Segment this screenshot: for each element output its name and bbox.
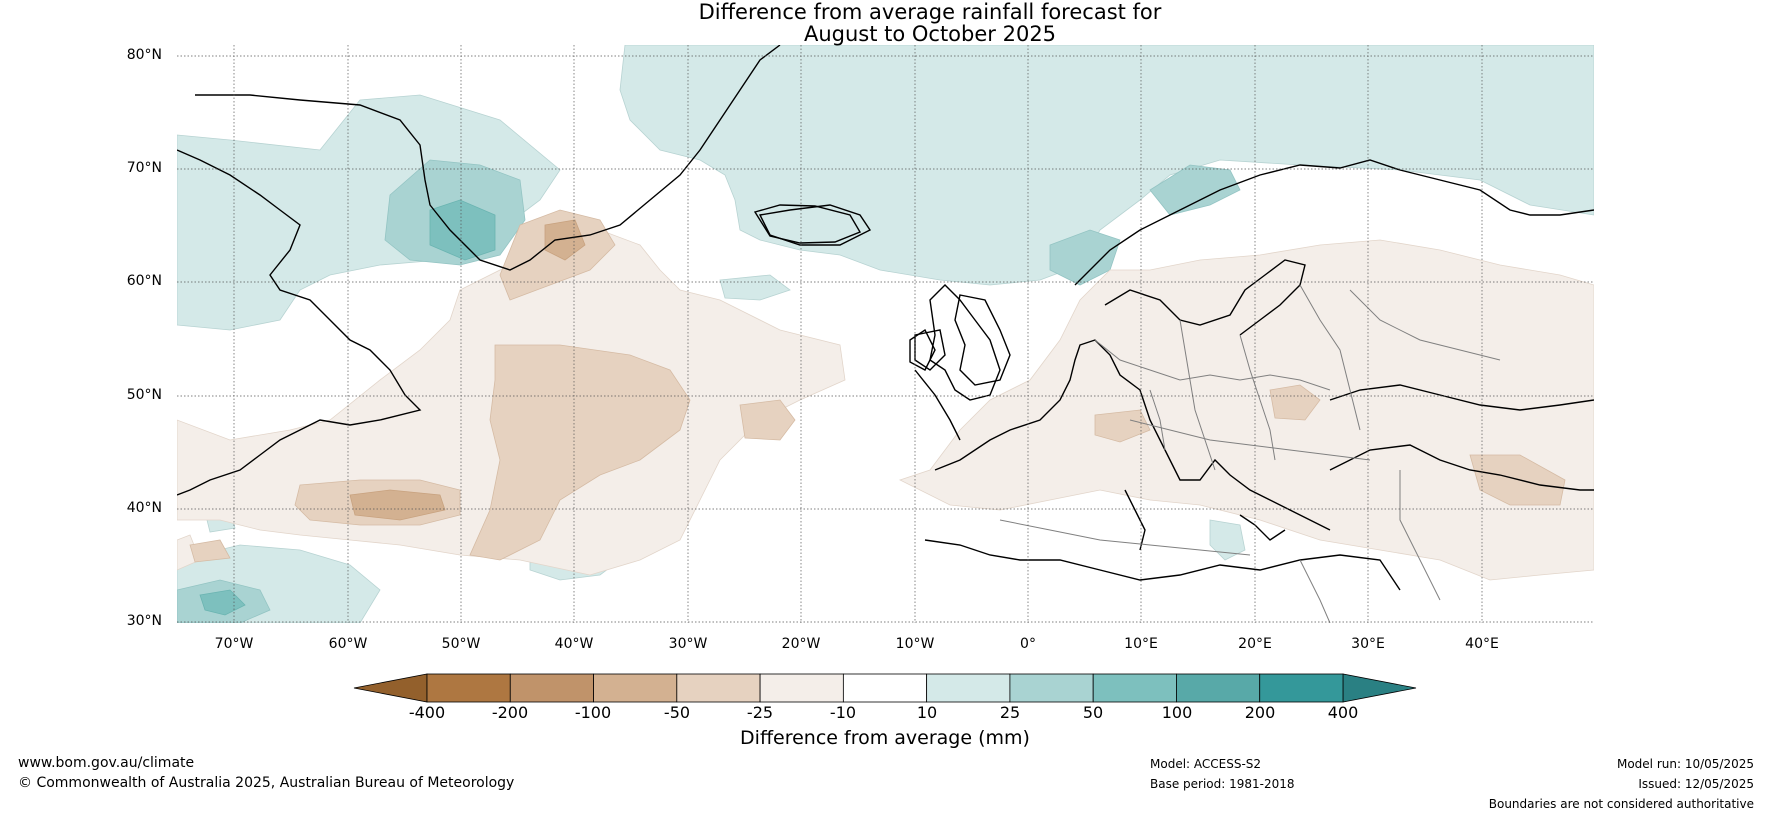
lon-label-40e: 40°E [1465,636,1499,652]
model-run-date: Model run: 10/05/2025 [1616,757,1754,771]
colorbar-tick: 25 [999,703,1021,722]
colorbar-segment [1092,673,1177,703]
colorbar-segment [1259,673,1344,703]
strong-dry-regions [349,219,586,521]
iceland-outline [753,204,862,244]
colorbar-tick: -100 [574,703,612,722]
lat-label-40n: 40°N [126,500,162,516]
colorbar-tick: 10 [916,703,938,722]
bom-climate-link[interactable]: www.bom.gov.au/climate [18,755,195,771]
colorbar-high-extend [1342,673,1417,703]
colorbar [353,673,1417,703]
lon-label-10e: 10°E [1124,636,1158,652]
colorbar-tick: -25 [746,703,774,722]
uk-outline [954,294,1011,386]
colorbar-tick: 50 [1082,703,1104,722]
colorbar-segment [1176,673,1261,703]
coastlines [177,45,1594,591]
colorbar-segment [926,673,1011,703]
colorbar-segment [842,673,928,703]
lon-label-0: 0° [1020,636,1036,652]
colorbar-tick: -10 [829,703,857,722]
colorbar-segment [676,673,761,703]
lat-label-70n: 70°N [126,160,162,176]
colorbar-low-extend [353,673,428,703]
colorbar-tick: -400 [408,703,446,722]
lon-label-20e: 20°E [1238,636,1272,652]
model-name: Model: ACCESS-S2 [1150,757,1262,771]
lon-label-60w: 60°W [328,636,368,652]
boundary-disclaimer: Boundaries are not considered authoritat… [1488,797,1754,811]
copyright-text: © Commonwealth of Australia 2025, Austra… [18,775,515,791]
issued-date: Issued: 12/05/2025 [1638,777,1754,791]
lon-label-70w: 70°W [214,636,254,652]
colorbar-segment [759,673,844,703]
lon-label-30e: 30°E [1351,636,1385,652]
colorbar-segment [426,673,511,703]
lat-label-30n: 30°N [126,613,162,629]
lon-label-40w: 40°W [554,636,594,652]
strong-wet-regions [177,159,1241,623]
colorbar-tick: -200 [491,703,529,722]
lon-label-30w: 30°W [668,636,708,652]
base-period: Base period: 1981-2018 [1150,777,1295,791]
colorbar-tick: 400 [1327,703,1359,722]
graticule [177,45,1594,623]
colorbar-segment [593,673,678,703]
colorbar-tick: -50 [663,703,691,722]
lat-label-60n: 60°N [126,273,162,289]
lon-label-50w: 50°W [441,636,481,652]
title-line-2: August to October 2025 [803,22,1057,46]
ireland-outline [914,329,946,371]
lat-label-50n: 50°N [126,387,162,403]
colorbar-segment [509,673,594,703]
title-line-1: Difference from average rainfall forecas… [698,0,1162,24]
country-borders [999,284,1501,623]
lat-label-80n: 80°N [126,47,162,63]
colorbar-tick: 200 [1244,703,1276,722]
colorbar-segment [1009,673,1094,703]
lon-label-20w: 20°W [781,636,821,652]
map-panel [177,45,1594,623]
colorbar-label: Difference from average (mm) [740,727,1030,749]
lon-label-10w: 10°W [895,636,935,652]
colorbar-tick: 100 [1161,703,1193,722]
